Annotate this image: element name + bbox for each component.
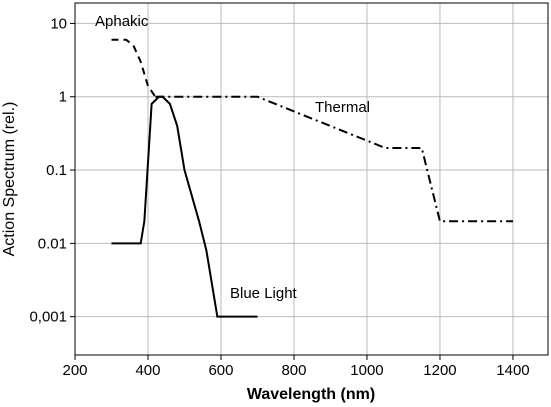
y-tick-label: 1 xyxy=(59,89,67,106)
y-tick-label: 0.01 xyxy=(38,235,67,252)
x-tick-label: 1400 xyxy=(496,362,529,379)
plot-frame xyxy=(74,2,549,356)
series-label: Blue Light xyxy=(230,285,298,302)
series-line xyxy=(111,38,157,98)
y-tick-label: 10 xyxy=(50,15,67,32)
series-label: Thermal xyxy=(315,99,370,116)
series-line xyxy=(111,95,258,318)
x-tick-label: 600 xyxy=(208,362,233,379)
x-tick-label: 1200 xyxy=(423,362,456,379)
y-axis-label: Action Spectrum (rel.) xyxy=(1,102,18,257)
series-line xyxy=(155,95,513,223)
x-tick-label: 200 xyxy=(62,362,87,379)
x-axis-label: Wavelength (nm) xyxy=(247,386,375,403)
y-tick-label: 0,001 xyxy=(29,309,67,326)
x-tick-label: 800 xyxy=(281,362,306,379)
y-tick-label: 0.1 xyxy=(46,162,67,179)
x-tick-label: 1000 xyxy=(350,362,383,379)
series-label: Aphakic xyxy=(95,13,149,30)
x-tick-label: 400 xyxy=(135,362,160,379)
